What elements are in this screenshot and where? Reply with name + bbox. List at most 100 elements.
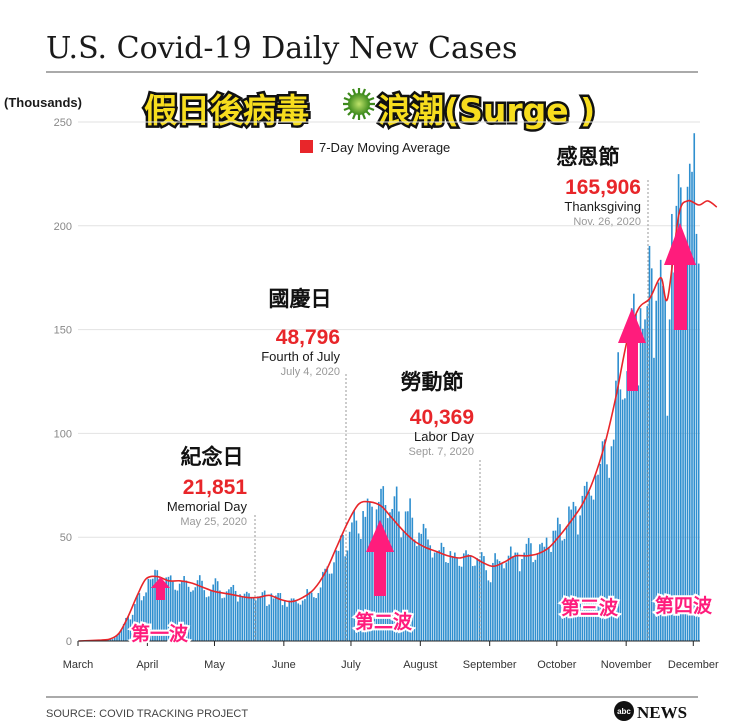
bar-series (93, 133, 700, 642)
bar (606, 464, 608, 641)
x-tick-label: March (63, 659, 94, 671)
bar (127, 616, 129, 641)
bar (467, 554, 470, 641)
annotation-date: Sept. 7, 2020 (409, 446, 474, 458)
bar (407, 511, 409, 641)
bar (254, 600, 257, 641)
annotation-value: 48,796 (276, 326, 340, 349)
legend-swatch (300, 140, 313, 153)
bar (496, 559, 499, 641)
bar (346, 550, 349, 641)
bar (322, 571, 324, 641)
bar (550, 551, 552, 641)
bar (160, 594, 163, 641)
bar (624, 398, 626, 641)
bar (630, 308, 633, 641)
bar (695, 233, 698, 641)
bar (404, 511, 407, 641)
bar (556, 517, 559, 641)
x-tick-label: May (204, 659, 225, 671)
bar (603, 439, 606, 641)
bar (147, 578, 150, 641)
bar (360, 538, 362, 641)
bar (530, 543, 532, 641)
bar (498, 561, 501, 641)
bar (668, 319, 671, 641)
bar (438, 550, 440, 641)
bar (241, 596, 244, 641)
bar (583, 485, 586, 641)
bar (120, 629, 123, 641)
bar (682, 282, 684, 641)
x-tick-label: December (668, 659, 719, 671)
bar (239, 594, 241, 641)
bar (527, 538, 530, 641)
bar (465, 550, 467, 641)
bar (348, 531, 351, 641)
bar (462, 553, 465, 641)
bar (400, 537, 402, 641)
annotation-zh: 勞動節 (401, 370, 464, 394)
bar (353, 510, 355, 641)
bar (534, 559, 537, 641)
bar (579, 515, 581, 641)
bar (572, 501, 575, 641)
bar (460, 566, 463, 641)
bar (194, 587, 197, 641)
bar (185, 580, 188, 641)
bar (277, 593, 279, 641)
bar (237, 601, 239, 641)
bar (427, 539, 429, 641)
bar (431, 557, 434, 641)
annotation-value: 21,851 (183, 476, 248, 499)
bar (541, 542, 543, 641)
bar (136, 595, 138, 641)
bar (250, 598, 253, 641)
x-tick-label: October (537, 659, 576, 671)
bar (646, 306, 649, 641)
bar (409, 498, 411, 641)
bar (474, 565, 476, 641)
bar (601, 441, 604, 641)
bar (608, 477, 611, 641)
bar (525, 543, 528, 641)
x-tick-label: April (136, 659, 158, 671)
bar (355, 520, 358, 641)
bar (310, 592, 313, 641)
bar (456, 557, 458, 641)
bar (664, 296, 666, 641)
bar (471, 566, 474, 641)
bar (131, 614, 134, 641)
bar (688, 163, 691, 642)
annotation-date: July 4, 2020 (281, 366, 340, 378)
bar (691, 171, 693, 641)
bar (156, 570, 159, 641)
bar (270, 593, 273, 641)
annotation-zh: 國慶日 (269, 287, 332, 311)
bar (424, 528, 427, 641)
bar (411, 517, 414, 641)
bar (436, 551, 438, 641)
x-tick-label: November (601, 659, 652, 671)
bar (391, 508, 393, 641)
annotation-holiday: Memorial Day (167, 499, 248, 514)
bar (295, 601, 297, 641)
abc-news-logo: abc NEWS (614, 701, 687, 722)
bar (118, 633, 121, 641)
bar (393, 496, 396, 641)
bar (198, 575, 201, 641)
bar (154, 569, 156, 641)
wave-label-second: 第二波 (355, 610, 413, 633)
bar (125, 617, 127, 641)
reference-lines (254, 180, 649, 641)
surge-arrow-icon (151, 577, 170, 600)
bar (429, 545, 432, 641)
chart-title: U.S. Covid-19 Daily New Cases (46, 31, 517, 66)
bar (337, 550, 340, 641)
bar (492, 562, 494, 641)
bar (301, 600, 304, 641)
annotation-memorial-day: 紀念日 21,851 Memorial Day May 25, 2020 (167, 445, 248, 528)
bar (539, 544, 541, 641)
annotation-value: 165,906 (565, 176, 641, 199)
bar (328, 573, 331, 641)
